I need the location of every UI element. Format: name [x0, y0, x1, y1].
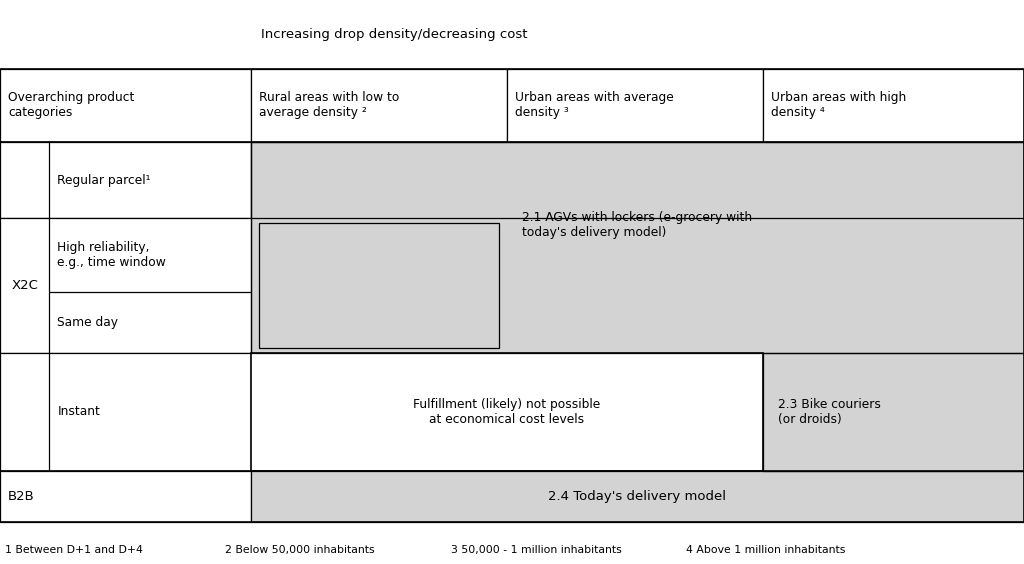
Text: Regular parcel¹: Regular parcel¹ — [57, 174, 151, 187]
Bar — [259, 223, 499, 348]
Text: Overarching product
categories: Overarching product categories — [8, 91, 134, 120]
Bar — [0, 142, 251, 218]
Bar — [0, 471, 251, 522]
Text: 2.2 Drones (same
day, if fulfillment
times feasible): 2.2 Drones (same day, if fulfillment tim… — [271, 264, 380, 307]
Text: Fulfillment (likely) not possible
at economical cost levels: Fulfillment (likely) not possible at eco… — [414, 398, 600, 426]
Bar — [251, 142, 1024, 218]
Bar — [763, 352, 1024, 471]
Bar — [251, 142, 1024, 352]
Text: 1 Between D+1 and D+4: 1 Between D+1 and D+4 — [5, 545, 143, 555]
Text: 2 Below 50,000 inhabitants: 2 Below 50,000 inhabitants — [225, 545, 375, 555]
Bar — [0, 69, 1024, 522]
Text: 2.1 AGVs with lockers (e-grocery with
today's delivery model): 2.1 AGVs with lockers (e-grocery with to… — [522, 211, 753, 239]
Text: Same day: Same day — [57, 316, 119, 329]
Text: Urban areas with high
density ⁴: Urban areas with high density ⁴ — [771, 91, 906, 120]
Text: High reliability,
e.g., time window: High reliability, e.g., time window — [57, 241, 166, 269]
Text: 4 Above 1 million inhabitants: 4 Above 1 million inhabitants — [686, 545, 846, 555]
Text: 2.4 Today's delivery model: 2.4 Today's delivery model — [549, 490, 726, 503]
Text: X2C: X2C — [11, 279, 38, 292]
Bar — [507, 69, 763, 142]
Text: Urban areas with average
density ³: Urban areas with average density ³ — [515, 91, 674, 120]
Text: Increasing drop density/decreasing cost: Increasing drop density/decreasing cost — [261, 28, 527, 41]
Bar — [0, 69, 251, 142]
Text: Rural areas with low to
average density ²: Rural areas with low to average density … — [259, 91, 399, 120]
Bar — [251, 352, 763, 471]
Bar — [251, 142, 1024, 352]
Bar — [0, 352, 251, 471]
Text: 2.3 Bike couriers
(or droids): 2.3 Bike couriers (or droids) — [778, 398, 881, 426]
Bar — [251, 471, 1024, 522]
Text: 3 50,000 - 1 million inhabitants: 3 50,000 - 1 million inhabitants — [451, 545, 622, 555]
Bar — [251, 69, 507, 142]
Text: Instant: Instant — [57, 405, 100, 418]
Text: B2B: B2B — [8, 490, 35, 503]
Bar — [763, 69, 1024, 142]
Bar — [0, 218, 251, 352]
